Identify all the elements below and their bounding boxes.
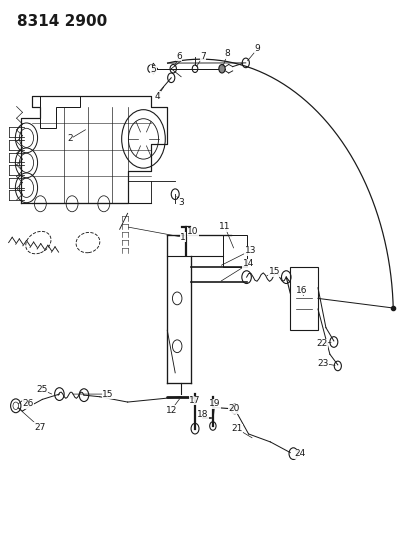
Text: 11: 11 — [219, 222, 230, 231]
Text: 27: 27 — [34, 423, 45, 432]
Circle shape — [219, 64, 225, 73]
Text: 9: 9 — [255, 44, 261, 53]
Text: 24: 24 — [295, 449, 306, 458]
Text: 22: 22 — [316, 339, 328, 348]
Text: 25: 25 — [37, 385, 48, 394]
Text: 13: 13 — [245, 246, 256, 255]
Text: 16: 16 — [297, 286, 308, 295]
Text: 15: 15 — [269, 268, 280, 276]
Text: 15: 15 — [102, 390, 113, 399]
Text: 21: 21 — [231, 424, 242, 433]
Text: 8314 2900: 8314 2900 — [17, 14, 107, 29]
Text: 1: 1 — [180, 233, 186, 242]
Text: 23: 23 — [317, 359, 328, 368]
Text: 3: 3 — [178, 198, 184, 207]
Text: 12: 12 — [166, 406, 177, 415]
Text: 17: 17 — [189, 396, 201, 405]
Text: 26: 26 — [22, 399, 33, 408]
Text: 7: 7 — [200, 52, 206, 61]
Text: 5: 5 — [150, 66, 156, 74]
Text: 20: 20 — [228, 405, 240, 414]
Text: 14: 14 — [243, 260, 254, 268]
Text: 18: 18 — [197, 410, 209, 419]
Text: 10: 10 — [187, 228, 199, 237]
Text: 8: 8 — [225, 50, 230, 58]
Text: 19: 19 — [209, 399, 220, 408]
Text: 6: 6 — [176, 52, 182, 61]
Text: 2: 2 — [67, 134, 73, 143]
Text: 4: 4 — [154, 92, 160, 101]
